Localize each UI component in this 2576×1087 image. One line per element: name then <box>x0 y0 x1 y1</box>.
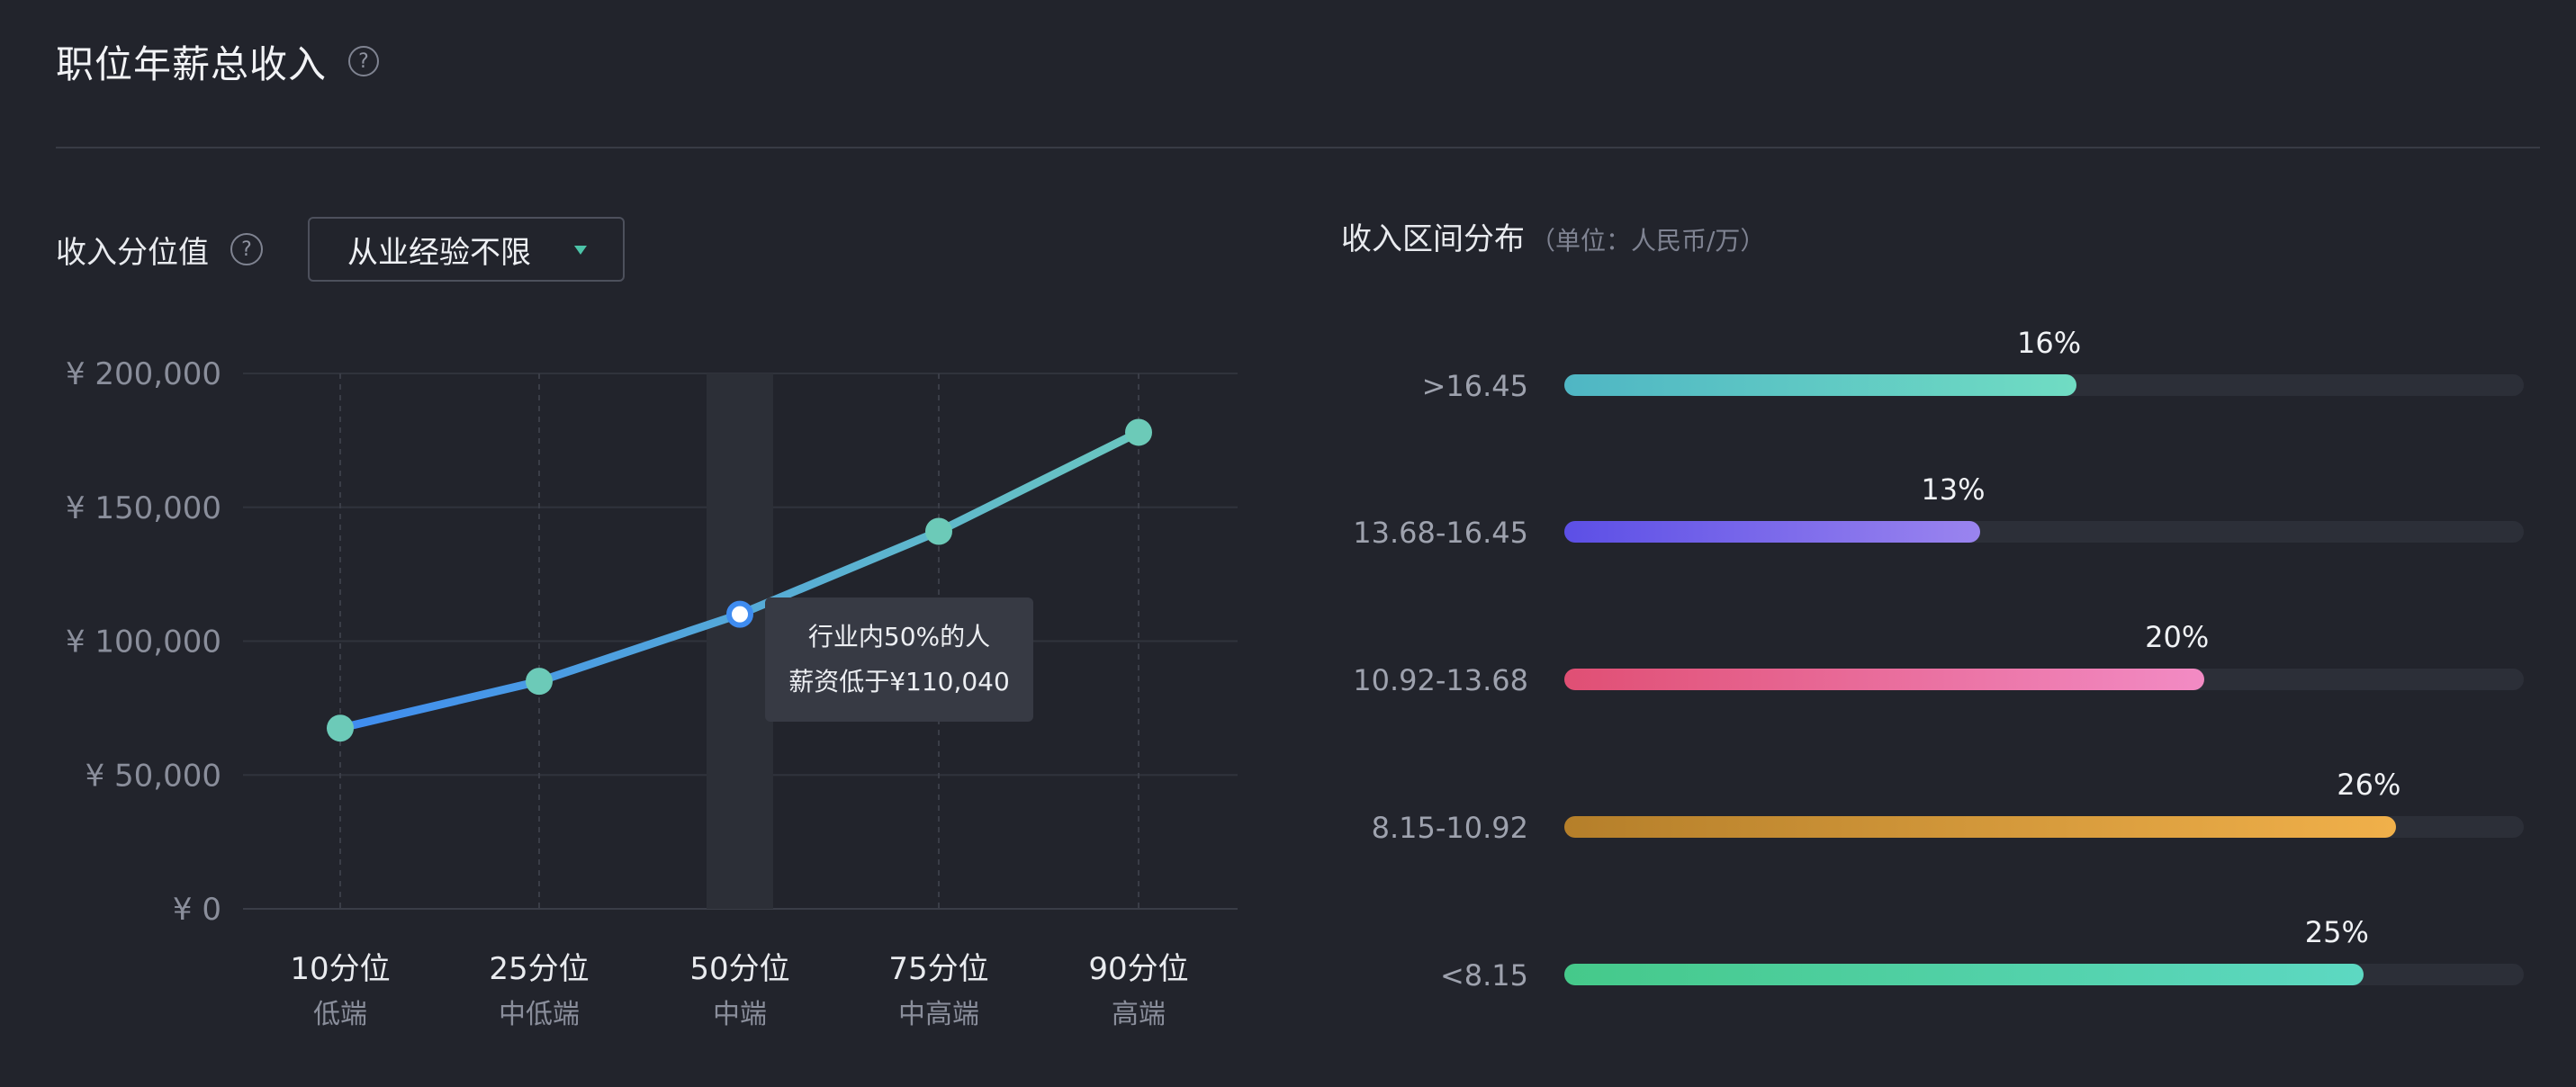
bar-value-label: 13% <box>1921 472 1986 507</box>
chevron-down-icon <box>574 246 587 255</box>
bar-category-label: 10.92-13.68 <box>1353 663 1528 697</box>
y-tick-label: ¥ 0 <box>173 892 221 928</box>
x-tick-label: 90分位 <box>1088 951 1188 987</box>
help-icon[interactable]: ? <box>348 46 380 76</box>
experience-dropdown-value: 从业经验不限 <box>347 234 531 271</box>
bar-row: <8.15 25% <box>1341 915 2529 1018</box>
x-tick-sublabel: 中端 <box>713 999 767 1030</box>
bar-fill <box>1564 521 1980 543</box>
bar-track: 25% <box>1564 915 2524 985</box>
percentile-controls: 收入分位值 ? 从业经验不限 <box>56 216 625 283</box>
bar-category-label: <8.15 <box>1439 958 1528 993</box>
tooltip-line1: 行业内50%的人 <box>807 622 991 651</box>
x-tick-sublabel: 中低端 <box>499 999 580 1030</box>
bar-fill <box>1564 669 2204 690</box>
data-point <box>1125 418 1152 446</box>
distribution-title-text: 收入区间分布 <box>1341 221 1525 257</box>
x-tick-sublabel: 中高端 <box>898 999 979 1030</box>
data-point-highlight <box>726 600 753 628</box>
data-point <box>925 517 952 545</box>
x-tick-sublabel: 低端 <box>313 999 367 1030</box>
y-tick-label: ¥ 50,000 <box>86 758 221 794</box>
x-tick-label: 10分位 <box>290 951 390 987</box>
distribution-title: 收入区间分布 （单位：人民币/万） <box>1341 214 1765 258</box>
bar-category-label: >16.45 <box>1421 369 1528 403</box>
divider <box>56 147 2540 148</box>
bar-row: >16.45 16% <box>1341 326 2529 428</box>
x-tick-label: 50分位 <box>689 951 789 987</box>
bar-fill <box>1564 374 2076 396</box>
bar-value-label: 16% <box>2016 326 2082 360</box>
bar-track: 26% <box>1564 768 2524 838</box>
bar-row: 10.92-13.68 20% <box>1341 620 2529 723</box>
y-tick-label: ¥ 150,000 <box>66 490 221 526</box>
data-point <box>526 668 553 696</box>
bar-value-label: 25% <box>2304 915 2369 949</box>
bar-fill <box>1564 964 2364 985</box>
chart-tooltip: 行业内50%的人 薪资低于¥110,040 <box>765 597 1033 722</box>
percentile-section-label: 收入分位值 <box>56 234 209 271</box>
highlight-band <box>707 373 773 909</box>
bar-track: 16% <box>1564 326 2524 396</box>
bar-category-label: 8.15-10.92 <box>1371 811 1528 845</box>
bar-track: 20% <box>1564 620 2524 690</box>
bar-row: 13.68-16.45 13% <box>1341 472 2529 575</box>
page-title: 职位年薪总收入 <box>56 41 328 86</box>
bar-value-label: 20% <box>2145 620 2210 654</box>
header: 职位年薪总收入 ? <box>56 18 2540 104</box>
x-tick-label: 75分位 <box>888 951 988 987</box>
distribution-unit: （单位：人民币/万） <box>1530 226 1766 256</box>
bar-value-label: 26% <box>2337 768 2401 802</box>
tooltip-line2: 薪资低于¥110,040 <box>788 667 1010 696</box>
x-tick-sublabel: 高端 <box>1112 999 1166 1030</box>
bar-category-label: 13.68-16.45 <box>1353 516 1528 550</box>
data-point <box>327 714 354 742</box>
percentile-help-icon[interactable]: ? <box>230 233 263 265</box>
x-tick-label: 25分位 <box>489 951 589 987</box>
y-tick-label: ¥ 200,000 <box>66 356 221 392</box>
y-tick-label: ¥ 100,000 <box>66 624 221 660</box>
bar-row: 8.15-10.92 26% <box>1341 768 2529 870</box>
bar-track: 13% <box>1564 472 2524 543</box>
bar-fill <box>1564 816 2396 838</box>
experience-dropdown[interactable]: 从业经验不限 <box>308 217 625 282</box>
percentile-line-chart: ¥ 0 ¥ 50,000 ¥ 100,000 ¥ 150,000 ¥ 200,000 1… <box>66 356 1238 1030</box>
